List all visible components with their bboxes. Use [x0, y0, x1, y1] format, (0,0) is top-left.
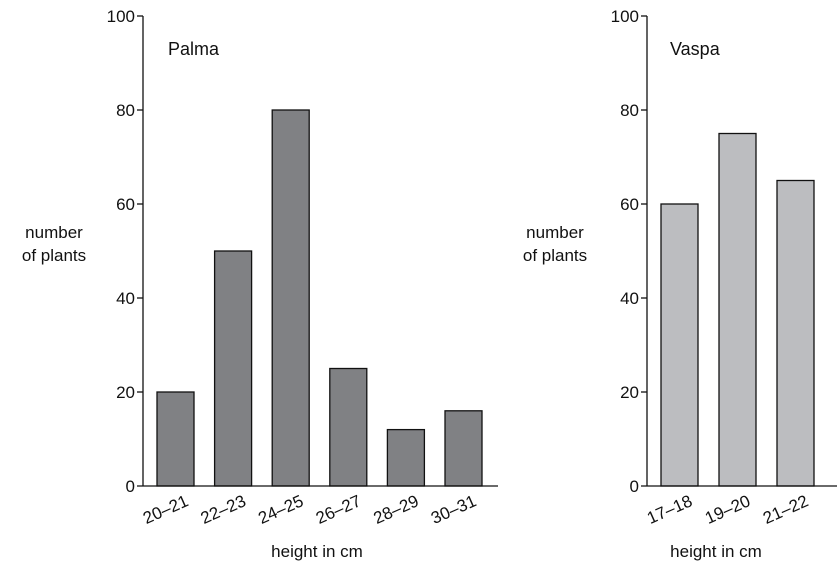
chart-title-vaspa: Vaspa: [670, 39, 721, 59]
bar-palma-4: [329, 367, 368, 487]
x-axis-label-vaspa: height in cm: [670, 542, 762, 561]
y-tick-label-vaspa-0: 0: [630, 477, 639, 496]
bar-vaspa-1: [660, 203, 699, 487]
x-tick-label-vaspa-2: 19–20: [702, 491, 753, 528]
chart-title-palma: Palma: [168, 39, 220, 59]
y-tick-label-palma-80: 80: [116, 101, 135, 120]
y-tick-label-vaspa-60: 60: [620, 195, 639, 214]
chart-palma: Palma number of plants height in cm 0 20 4…: [22, 7, 498, 561]
x-tick-label-vaspa-3: 21–22: [760, 491, 811, 528]
y-tick-label-vaspa-20: 20: [620, 383, 639, 402]
y-tick-label-palma-0: 0: [126, 477, 135, 496]
y-axis-label-line2-palma: of plants: [22, 246, 86, 265]
x-tick-label-palma-3: 24–25: [255, 491, 306, 528]
y-axis-label-line2-vaspa: of plants: [523, 246, 587, 265]
y-axis-label-line1-palma: number: [25, 223, 83, 242]
chart-vaspa: Vaspa number of plants height in cm 0 20 4…: [523, 7, 837, 561]
y-tick-label-palma-40: 40: [116, 289, 135, 308]
y-tick-label-palma-20: 20: [116, 383, 135, 402]
x-tick-label-palma-1: 20–21: [140, 491, 191, 528]
bar-vaspa-3: [776, 179, 815, 487]
bar-palma-1: [156, 391, 195, 487]
y-tick-label-vaspa-100: 100: [611, 7, 639, 26]
x-tick-label-palma-6: 30–31: [428, 491, 479, 528]
bar-vaspa-2: [718, 132, 757, 487]
y-tick-label-palma-100: 100: [107, 7, 135, 26]
y-tick-label-palma-60: 60: [116, 195, 135, 214]
y-tick-label-vaspa-80: 80: [620, 101, 639, 120]
bar-palma-6: [444, 410, 483, 487]
x-tick-label-palma-5: 28–29: [371, 491, 422, 528]
x-axis-label-palma: height in cm: [271, 542, 363, 561]
y-tick-label-vaspa-40: 40: [620, 289, 639, 308]
bar-palma-3: [271, 109, 310, 487]
x-tick-label-palma-4: 26–27: [313, 491, 364, 528]
x-tick-label-vaspa-1: 17–18: [644, 491, 695, 528]
bar-palma-2: [213, 250, 253, 487]
x-tick-label-palma-2: 22–23: [198, 491, 249, 528]
bar-palma-5: [386, 428, 426, 487]
y-axis-label-line1-vaspa: number: [526, 223, 584, 242]
